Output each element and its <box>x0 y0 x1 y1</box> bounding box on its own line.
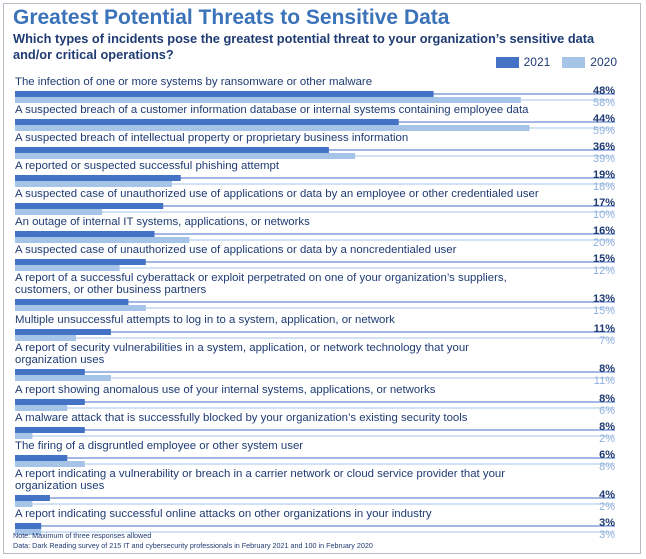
category-label: A report of security vulnerabilities in … <box>15 342 469 354</box>
value-label-2021: 8% <box>599 393 615 405</box>
value-label-2021: 44% <box>593 113 615 125</box>
value-label-2020: 15% <box>593 305 615 317</box>
value-label-2021: 3% <box>599 517 615 529</box>
bar-2020 <box>15 305 146 311</box>
category-label: A report of a successful cyberattack or … <box>15 272 507 284</box>
bar-2021 <box>15 399 85 405</box>
category-label: A suspected breach of intellectual prope… <box>15 132 408 144</box>
bar-2020 <box>15 181 172 187</box>
bar-2021 <box>15 369 85 375</box>
value-label-2020: 59% <box>593 125 615 137</box>
value-label-2020: 39% <box>593 153 615 165</box>
value-label-2021: 17% <box>593 197 615 209</box>
legend-label-2021: 2021 <box>523 55 551 69</box>
footnote-source: Data: Dark Reading survey of 215 IT and … <box>13 541 373 550</box>
value-label-2020: 20% <box>593 237 615 249</box>
category-label: An outage of internal IT systems, applic… <box>15 216 310 228</box>
category-label: The firing of a disgruntled employee or … <box>15 440 303 452</box>
bar-2021 <box>15 329 111 335</box>
category-label: organization uses <box>15 480 105 492</box>
bar-2020 <box>15 237 190 243</box>
chart-title: Greatest Potential Threats to Sensitive … <box>13 6 450 29</box>
value-label-2020: 2% <box>599 501 615 513</box>
category-label: A reported or suspected successful phish… <box>15 160 280 172</box>
value-label-2020: 6% <box>599 405 615 417</box>
value-label-2021: 6% <box>599 449 615 461</box>
bar-2021 <box>15 231 155 237</box>
value-label-2021: 4% <box>599 489 615 501</box>
bar-2020 <box>15 335 76 341</box>
legend-swatch-2021 <box>495 56 519 68</box>
bar-2020 <box>15 97 521 103</box>
bar-2021 <box>15 147 329 153</box>
legend-label-2020: 2020 <box>590 55 617 69</box>
bar-2021 <box>15 495 50 501</box>
value-label-2020: 18% <box>593 181 615 193</box>
value-label-2020: 11% <box>594 375 615 387</box>
bar-2021 <box>15 203 164 209</box>
value-label-2021: 16% <box>593 225 615 237</box>
bar-2021 <box>15 259 146 265</box>
value-label-2020: 3% <box>599 529 615 541</box>
category-label: A malware attack that is successfully bl… <box>15 412 468 424</box>
bar-2021 <box>15 91 434 97</box>
chart-subtitle: Which types of incidents pose the greate… <box>13 31 595 62</box>
category-label: The infection of one or more systems by … <box>15 76 372 88</box>
value-label-2020: 7% <box>599 335 615 347</box>
bar-2020 <box>15 153 356 159</box>
category-label: A report indicating a vulnerability or b… <box>15 468 505 480</box>
bar-2020 <box>15 375 111 381</box>
value-label-2021: 19% <box>593 169 615 181</box>
value-label-2020: 10% <box>593 209 615 221</box>
value-label-2020: 2% <box>599 433 615 445</box>
legend-swatch-2020 <box>562 56 586 68</box>
category-label: A suspected case of unauthorized use of … <box>15 188 539 200</box>
footnote-note: Note: Maximum of three responses allowed <box>13 531 152 540</box>
value-label-2021: 15% <box>593 253 615 265</box>
category-label: Multiple unsuccessful attempts to log in… <box>15 314 395 326</box>
value-label-2020: 8% <box>599 461 615 473</box>
chart-frame <box>3 3 641 554</box>
value-label-2020: 58% <box>593 97 615 109</box>
category-label: organization uses <box>15 354 105 366</box>
bar-2020 <box>15 501 33 507</box>
value-label-2021: 8% <box>599 421 615 433</box>
legend: 2021 2020 <box>495 55 617 69</box>
bar-2020 <box>15 125 530 131</box>
value-label-2021: 11% <box>594 323 616 335</box>
value-label-2021: 48% <box>593 85 615 97</box>
category-label: customers, or other business partners <box>15 284 206 296</box>
bar-2020 <box>15 265 120 271</box>
bar-2020 <box>15 405 68 411</box>
bar-2020 <box>15 433 33 439</box>
category-label: A suspected breach of a customer informa… <box>15 104 529 116</box>
bar-2021 <box>15 299 129 305</box>
value-label-2021: 8% <box>599 363 615 375</box>
bar-2020 <box>15 461 85 467</box>
value-label-2020: 12% <box>593 265 615 277</box>
bar-2021 <box>15 175 181 181</box>
bar-2021 <box>15 427 85 433</box>
category-label: A report showing anomalous use of your i… <box>15 384 436 396</box>
bar-2021 <box>15 455 68 461</box>
bar-2021 <box>15 119 399 125</box>
category-label: A report indicating successful online at… <box>15 508 432 520</box>
value-label-2021: 13% <box>593 293 615 305</box>
category-label: A suspected case of unauthorized use of … <box>15 244 457 256</box>
bar-2021 <box>15 523 42 529</box>
bar-2020 <box>15 209 103 215</box>
bar-2020 <box>15 529 42 535</box>
value-label-2021: 36% <box>593 141 615 153</box>
